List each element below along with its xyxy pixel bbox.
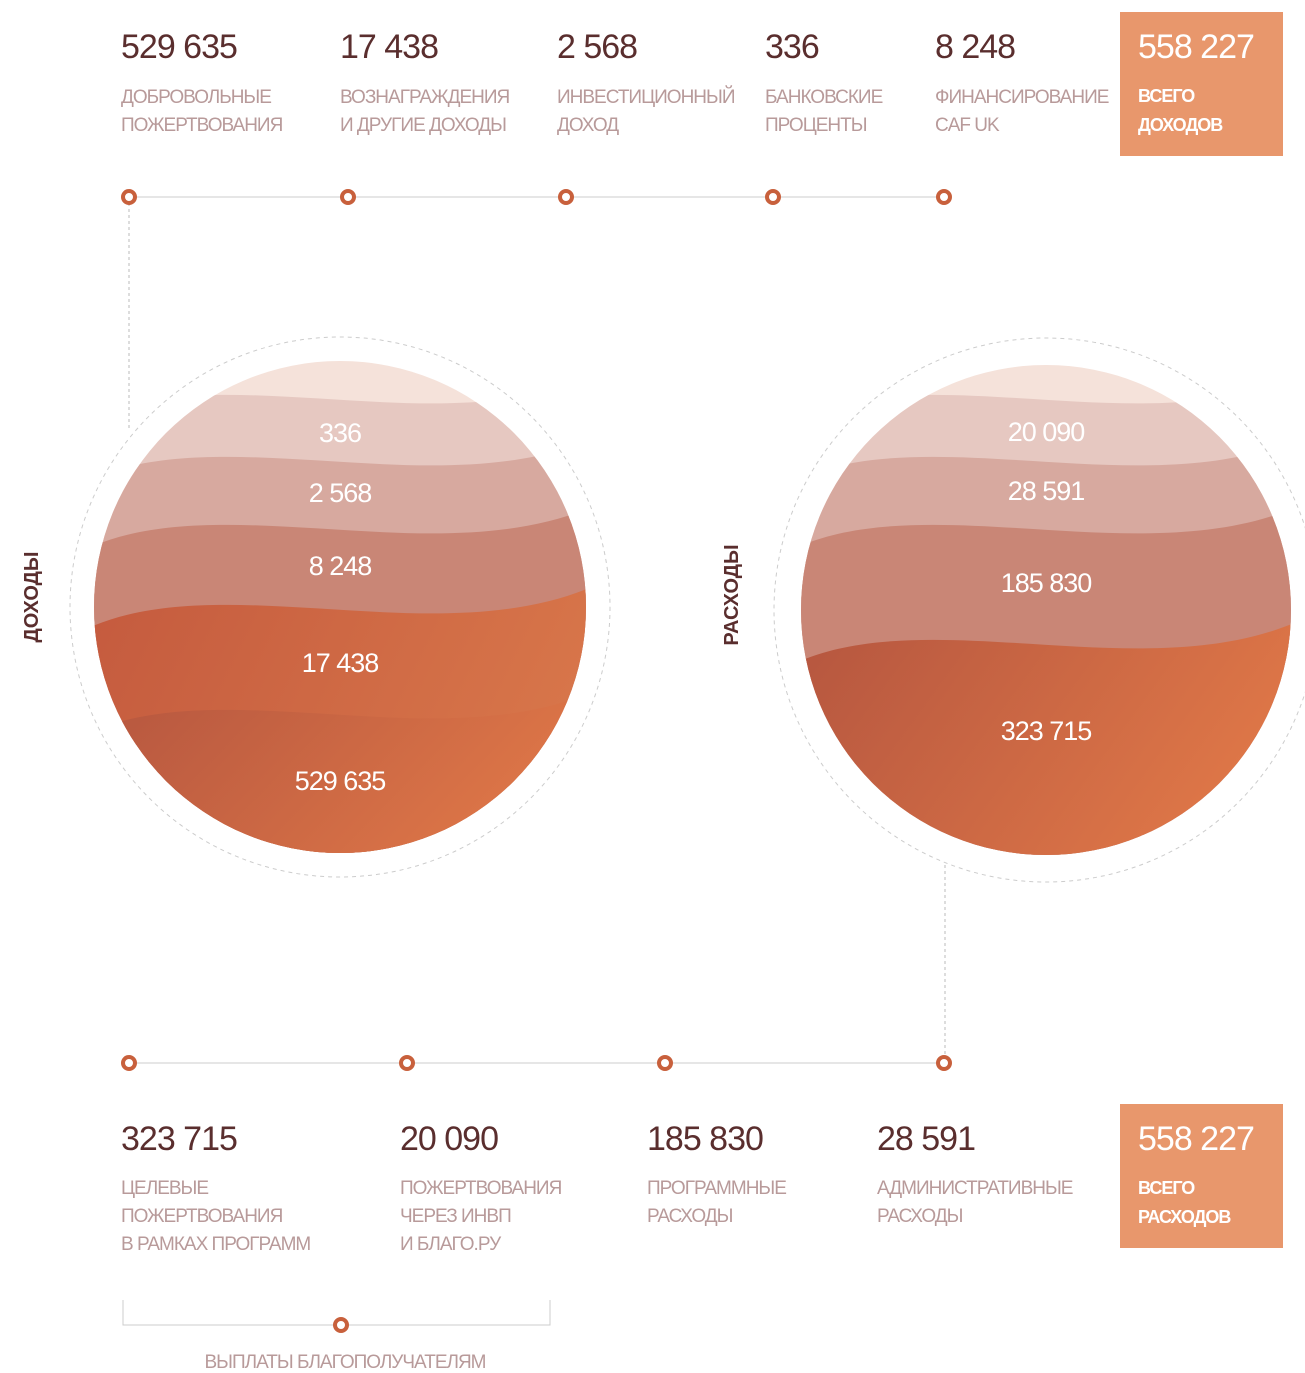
dot (123, 191, 135, 203)
circle-label: 28 591 (1008, 476, 1085, 506)
wave-circle (791, 300, 1301, 900)
item-value: 2 568 (557, 28, 637, 66)
item-label: ПРОЦЕНТЫ (765, 115, 867, 136)
circle-label: 8 248 (309, 551, 372, 581)
total-value: 558 227 (1138, 1120, 1254, 1158)
dot (401, 1057, 413, 1069)
item-label: В РАМКАХ ПРОГРАММ (121, 1234, 310, 1255)
dot (335, 1319, 347, 1331)
dot (659, 1057, 671, 1069)
item-label: ПОЖЕРТВОВАНИЯ (121, 1206, 283, 1227)
item-value: 28 591 (877, 1120, 975, 1158)
side-label: ДОХОДЫ (21, 552, 43, 643)
dot (560, 191, 572, 203)
total-label: ВСЕГО (1138, 86, 1195, 106)
item-label: ПОЖЕРТВОВАНИЯ (121, 115, 283, 136)
circle-label: 336 (319, 418, 361, 448)
total-label: ВСЕГО (1138, 1178, 1195, 1198)
item-value: 336 (765, 28, 819, 66)
circle-label: 185 830 (1001, 568, 1092, 598)
total-label: ДОХОДОВ (1138, 115, 1223, 135)
bracket-label: ВЫПЛАТЫ БЛАГОПОЛУЧАТЕЛЯМ (204, 1352, 485, 1373)
total-label: РАСХОДОВ (1138, 1207, 1231, 1227)
circle-label: 529 635 (295, 766, 386, 796)
item-value: 20 090 (400, 1120, 498, 1158)
wave-circle (84, 300, 596, 900)
item-label: И ДРУГИЕ ДОХОДЫ (340, 115, 506, 136)
item-label: И БЛАГО.РУ (400, 1234, 502, 1255)
dot (767, 191, 779, 203)
side-label: РАСХОДЫ (721, 544, 743, 645)
wave-band (791, 620, 1301, 900)
item-value: 17 438 (340, 28, 438, 66)
item-label: CAF UK (935, 115, 1000, 136)
item-label: ЧЕРЕЗ ИНВП (400, 1206, 511, 1227)
item-label: РАСХОДЫ (877, 1206, 963, 1227)
item-value: 529 635 (121, 28, 237, 66)
circle-label: 2 568 (309, 478, 372, 508)
dot (938, 1057, 950, 1069)
dot (938, 191, 950, 203)
circle-label: 20 090 (1008, 417, 1085, 447)
circle-label: 17 438 (302, 648, 379, 678)
dot (342, 191, 354, 203)
item-value: 185 830 (647, 1120, 763, 1158)
item-value: 323 715 (121, 1120, 237, 1158)
item-label: ФИНАНСИРОВАНИЕ (935, 87, 1109, 108)
total-value: 558 227 (1138, 28, 1254, 66)
item-label: АДМИНИСТРАТИВНЫЕ (877, 1178, 1073, 1199)
item-label: БАНКОВСКИЕ (765, 87, 883, 108)
item-label: ДОХОД (557, 115, 619, 136)
circle-label: 323 715 (1001, 716, 1092, 746)
item-label: ВОЗНАГРАЖДЕНИЯ (340, 87, 510, 108)
item-label: ЦЕЛЕВЫЕ (121, 1178, 208, 1199)
item-label: ИНВЕСТИЦИОННЫЙ (557, 86, 735, 108)
item-label: ПРОГРАММНЫЕ (647, 1178, 786, 1199)
item-label: ДОБРОВОЛЬНЫЕ (121, 87, 271, 108)
item-value: 8 248 (935, 28, 1015, 66)
infographic: 529 635 ДОБРОВОЛЬНЫЕ ПОЖЕРТВОВАНИЯ 17 438 ВО… (0, 0, 1305, 1373)
item-label: ПОЖЕРТВОВАНИЯ (400, 1178, 562, 1199)
item-label: РАСХОДЫ (647, 1206, 733, 1227)
dot (123, 1057, 135, 1069)
